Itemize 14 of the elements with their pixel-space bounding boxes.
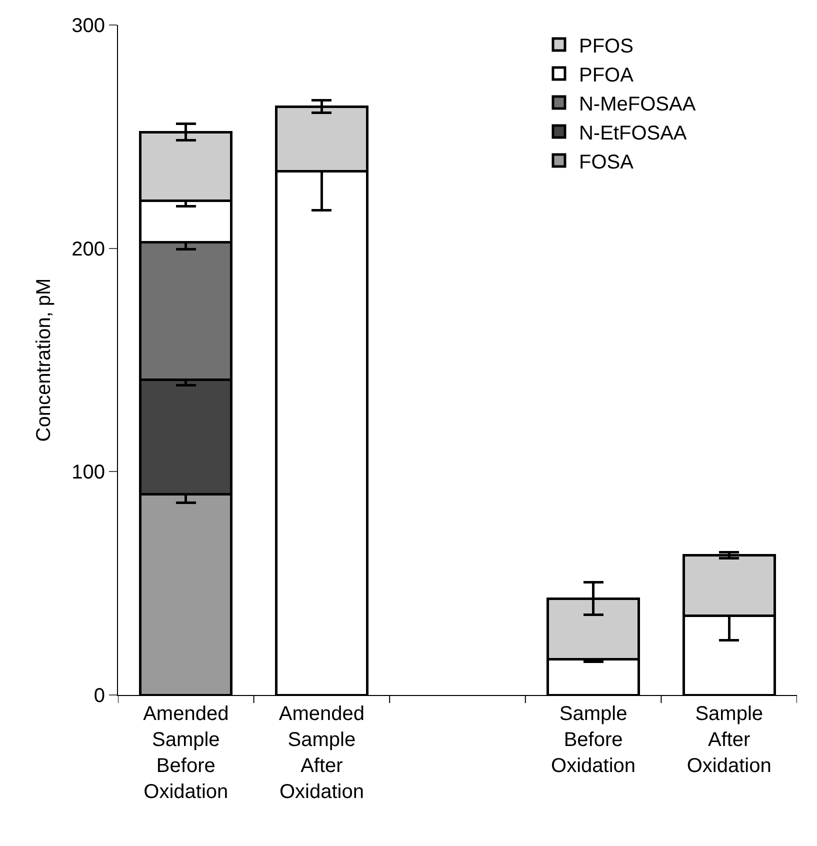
y-tick-label: 0 <box>94 685 105 707</box>
x-tick-label: Amended Sample Before Oxidation <box>143 703 229 803</box>
y-axis-title: Concentration, pM <box>33 278 56 442</box>
legend-label: FOSA <box>578 151 634 174</box>
legend-label: N-MeFOSAA <box>578 93 696 116</box>
x-tick-label: Sample After Oxidation <box>686 703 772 777</box>
legend-label: N-EtFOSAA <box>578 122 688 144</box>
y-tick-label: 100 <box>72 462 105 484</box>
legend-label: PFOA <box>578 64 634 86</box>
y-tick-label: 200 <box>72 238 105 260</box>
y-tick-label: 300 <box>72 15 105 37</box>
x-tick-label: Amended Sample After Oxidation <box>278 703 365 803</box>
legend-label: PFOS <box>578 35 634 58</box>
x-tick-label: Sample Before Oxidation <box>551 703 636 777</box>
